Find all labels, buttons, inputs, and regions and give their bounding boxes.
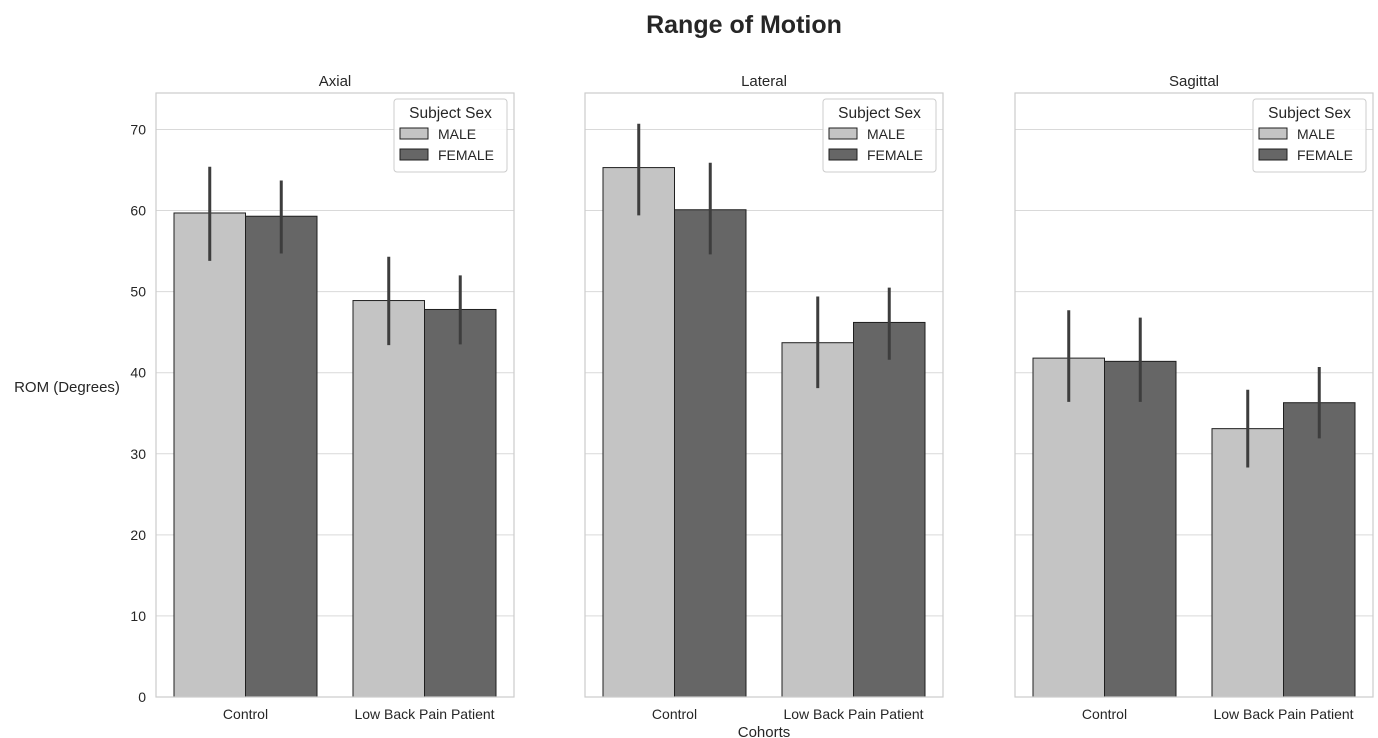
legend-title: Subject Sex [1268,105,1351,122]
panel-axial: 0 10 20 30 40 50 60 70 Control Low Back Pain Pati… [130,73,515,722]
y-tick-label: 30 [130,446,146,462]
legend-label-male: MALE [438,126,476,142]
legend: Subject Sex MALE FEMALE [393,98,508,173]
y-tick-label: 40 [130,365,146,381]
legend-swatch-male [828,127,858,140]
panel-frame [155,92,515,698]
legend-label-male: MALE [867,126,905,142]
legend-swatch-female [1258,148,1288,161]
panel-title: Sagittal [1169,73,1219,90]
panel-sagittal: Control Low Back Pain Patient Sagittal Subj… [1014,73,1374,722]
bar-sagittal-low-back-pain-patient-female [1283,402,1356,698]
bar-axial-control-male [173,212,246,698]
bar-sagittal-control-male [1032,357,1105,698]
x-tick-label: Low Back Pain Patient [354,706,494,722]
legend-swatch-male [1258,127,1288,140]
x-axis-label: Cohorts [738,724,791,738]
legend-label-female: FEMALE [867,147,923,163]
bar-axial-low-back-pain-patient-female [424,308,497,698]
legend-swatch-female [828,148,858,161]
legend: Subject Sex MALE FEMALE [822,98,937,173]
legend-swatch-male [399,127,429,140]
legend-swatch-female [399,148,429,161]
y-tick-label: 20 [130,527,146,543]
bar-sagittal-low-back-pain-patient-male [1211,428,1284,698]
legend-label-female: FEMALE [438,147,494,163]
panel-frame [1014,92,1374,698]
legend-label-female: FEMALE [1297,147,1353,163]
x-tick-label: Low Back Pain Patient [783,706,923,722]
bar-axial-low-back-pain-patient-male [352,300,425,698]
y-tick-label: 0 [138,689,146,705]
panel-title: Axial [319,73,352,90]
legend: Subject Sex MALE FEMALE [1252,98,1367,173]
bar-sagittal-control-female [1104,360,1177,698]
y-tick-label: 50 [130,284,146,300]
legend-label-male: MALE [1297,126,1335,142]
figure-title: Range of Motion [646,11,842,39]
legend-title: Subject Sex [409,105,492,122]
panel-frame [584,92,944,698]
x-tick-label: Control [223,706,268,722]
y-tick-label: 70 [130,121,146,137]
x-tick-label: Low Back Pain Patient [1213,706,1353,722]
panel-title: Lateral [741,73,787,90]
y-tick-label: 10 [130,608,146,624]
bar-lateral-low-back-pain-patient-female [853,321,926,698]
bar-lateral-low-back-pain-patient-male [781,342,854,698]
panel-lateral: Control Low Back Pain Patient Lateral Subje… [584,73,944,722]
x-tick-label: Control [652,706,697,722]
chart-panels: 0 10 20 30 40 50 60 70 Control Low Back Pain Pati… [130,73,1374,722]
bar-lateral-control-female [674,209,747,698]
x-tick-label: Control [1082,706,1127,722]
y-tick-label: 60 [130,203,146,219]
bar-lateral-control-male [602,167,675,698]
legend-title: Subject Sex [838,105,921,122]
bar-axial-control-female [245,215,318,698]
y-axis-label: ROM (Degrees) [14,379,120,396]
